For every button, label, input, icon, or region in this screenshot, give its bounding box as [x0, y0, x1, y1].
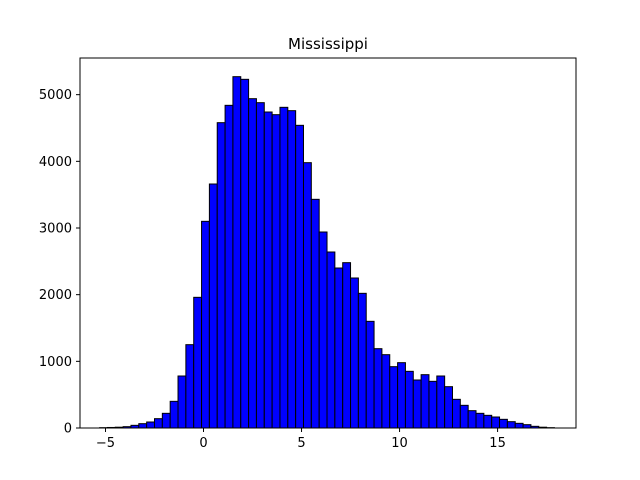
histogram-bar: [506, 421, 516, 429]
bars-group: [99, 76, 555, 429]
histogram-bar: [483, 414, 493, 429]
histogram-bar: [169, 400, 179, 429]
histogram-bar: [459, 404, 469, 429]
histogram-bar: [451, 398, 461, 429]
y-tick-label: 0: [64, 422, 72, 437]
histogram-bar: [499, 418, 508, 429]
histogram-bar: [404, 370, 414, 429]
histogram-bar: [373, 348, 383, 429]
histogram-bar: [185, 344, 195, 429]
histogram-bar: [397, 362, 406, 429]
histogram-bar: [514, 422, 524, 429]
histogram-bar: [255, 102, 265, 429]
x-axis: −5 0 5 10 15: [96, 428, 506, 451]
histogram-bar: [177, 375, 187, 429]
histogram-bar: [381, 354, 391, 429]
x-tick-label: −5: [96, 436, 115, 451]
histogram-bar: [467, 410, 477, 429]
histogram-bar: [154, 418, 163, 429]
histogram-bar: [334, 267, 344, 429]
histogram-bar: [240, 78, 250, 429]
histogram-bar: [412, 379, 422, 429]
histogram-bar: [318, 231, 328, 429]
x-tick-label: 0: [199, 436, 207, 451]
histogram-bar: [491, 416, 501, 429]
histogram-bar: [357, 292, 367, 429]
histogram-bar: [475, 412, 485, 429]
histogram-bar: [420, 374, 430, 429]
histogram-bar: [326, 251, 336, 429]
histogram-bar: [146, 421, 156, 429]
histogram-bar: [310, 198, 320, 429]
histogram-bar: [208, 183, 218, 429]
x-tick-label: 10: [391, 436, 408, 451]
histogram-bar: [342, 262, 352, 429]
histogram-bar: [193, 296, 203, 429]
chart-title: Mississippi: [288, 35, 368, 53]
histogram-bar: [428, 380, 438, 429]
y-axis: 0 1000 2000 3000 4000 5000: [39, 88, 80, 437]
histogram-bar: [295, 124, 304, 429]
histogram-bar: [138, 423, 148, 429]
y-tick-label: 1000: [39, 355, 72, 370]
histogram-bar: [444, 386, 453, 429]
histogram-bar: [271, 114, 281, 429]
histogram-bar: [350, 277, 359, 429]
y-tick-label: 2000: [39, 288, 72, 303]
y-tick-label: 3000: [39, 222, 72, 237]
histogram-bar: [287, 110, 297, 429]
histogram-bar: [201, 220, 210, 429]
histogram-bar: [216, 122, 226, 429]
x-tick-label: 5: [297, 436, 305, 451]
histogram-bar: [224, 104, 234, 429]
histogram-bar: [302, 162, 312, 429]
y-tick-label: 5000: [39, 88, 72, 103]
plot-frame: [79, 57, 577, 429]
x-tick-label: 15: [489, 436, 506, 451]
histogram-bar: [279, 106, 289, 429]
histogram-bar: [365, 320, 375, 429]
y-tick-label: 4000: [39, 155, 72, 170]
histogram-bar: [263, 111, 273, 429]
histogram-bar: [161, 412, 171, 429]
histogram-bar: [248, 98, 257, 429]
histogram-bar: [436, 375, 446, 429]
histogram-bar: [389, 366, 399, 429]
histogram-bar: [232, 76, 242, 429]
